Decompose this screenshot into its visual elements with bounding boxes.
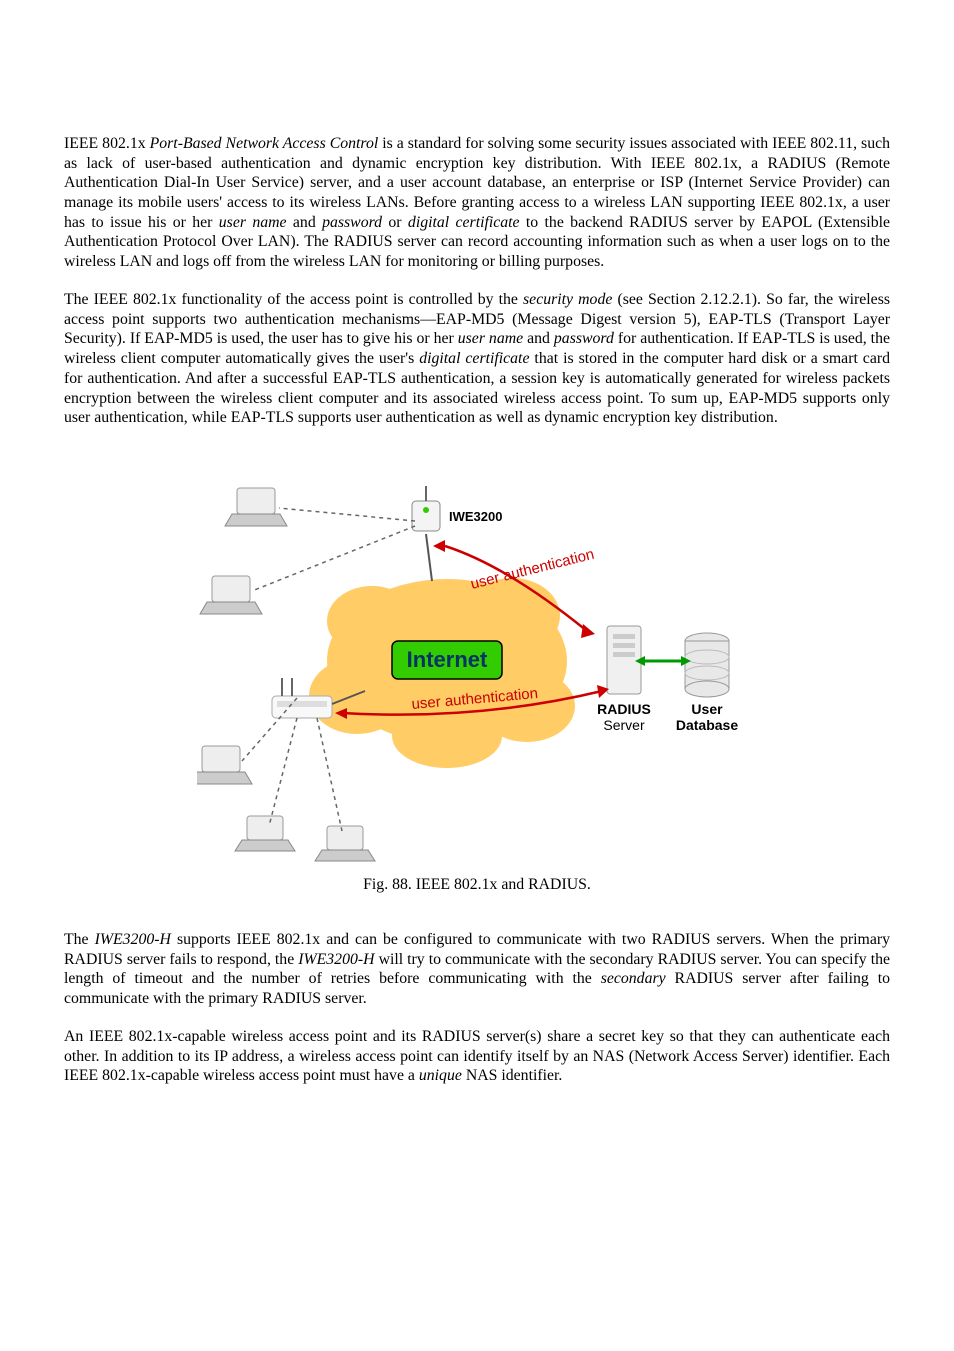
figure-88: Internet IWE3200 <box>64 446 890 914</box>
text: The <box>64 931 95 948</box>
italic-text: Port-Based Network Access Control <box>150 135 379 152</box>
radius-server-icon: RADIUS Server <box>597 626 651 733</box>
text: NAS identifier. <box>462 1067 562 1084</box>
italic-text: IWE3200-H <box>298 951 374 968</box>
user-db-label-1: User <box>691 701 723 717</box>
link-device-cloud <box>426 534 432 581</box>
italic-text: unique <box>419 1067 462 1084</box>
internet-label: Internet <box>407 647 488 672</box>
text: and <box>287 214 323 231</box>
paragraph-2: The IEEE 802.1x functionality of the acc… <box>64 290 890 428</box>
radius-label-1: RADIUS <box>597 701 651 717</box>
figure-caption: Fig. 88. IEEE 802.1x and RADIUS. <box>363 876 591 894</box>
italic-text: digital certificate <box>419 350 529 367</box>
text: or <box>382 214 408 231</box>
paragraph-1: IEEE 802.1x Port-Based Network Access Co… <box>64 134 890 272</box>
laptop-icon <box>315 826 375 861</box>
page-content: IEEE 802.1x Port-Based Network Access Co… <box>0 0 954 1164</box>
italic-text: password <box>322 214 382 231</box>
user-db-label-2: Database <box>676 717 738 733</box>
device-label: IWE3200 <box>449 509 502 524</box>
italic-text: password <box>554 330 614 347</box>
italic-text: digital certificate <box>408 214 520 231</box>
radius-label-2: Server <box>603 717 645 733</box>
text: and <box>523 330 554 347</box>
laptop-icon <box>235 816 295 851</box>
italic-text: IWE3200-H <box>95 931 171 948</box>
text: IEEE 802.1x <box>64 135 150 152</box>
access-point-icon: IWE3200 <box>412 486 502 531</box>
diagram-svg: Internet IWE3200 <box>197 446 757 866</box>
laptop-icon <box>225 488 287 526</box>
internet-cloud-icon: Internet <box>309 578 575 768</box>
database-icon: User Database <box>676 633 738 733</box>
laptop-icon <box>197 746 252 784</box>
paragraph-4: An IEEE 802.1x-capable wireless access p… <box>64 1027 890 1086</box>
italic-text: security mode <box>523 291 612 308</box>
italic-text: secondary <box>601 970 666 987</box>
paragraph-3: The IWE3200-H supports IEEE 802.1x and c… <box>64 930 890 1009</box>
arrow-radius-db <box>635 656 691 666</box>
italic-text: user name <box>458 330 523 347</box>
italic-text: user name <box>219 214 287 231</box>
text: The IEEE 802.1x functionality of the acc… <box>64 291 523 308</box>
laptop-icon <box>200 576 262 614</box>
